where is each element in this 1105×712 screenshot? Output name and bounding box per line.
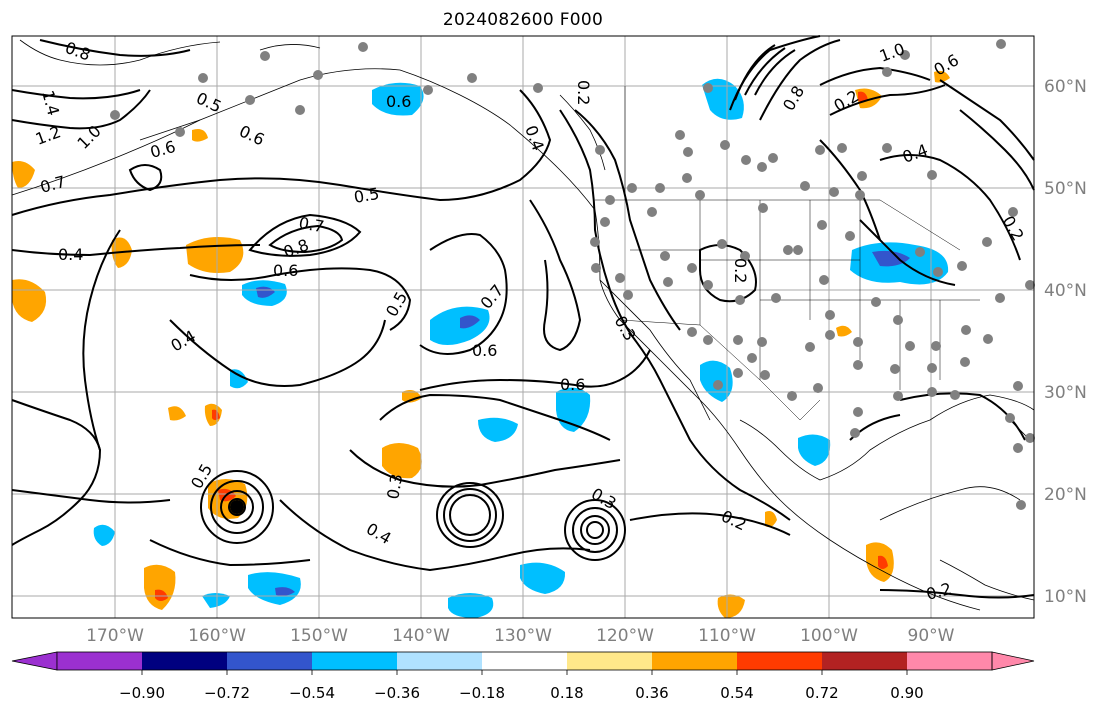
map-panel: 0.8 1.4 1.2 1.0 0.7 0.4 0.5 0.6 0.5 0.7 … (11, 35, 1035, 619)
plot-title: 2024082600 F000 (442, 10, 604, 30)
map-border (11, 35, 1035, 619)
longitude-label: 160°W (188, 626, 246, 646)
colorbar-tick-label: −0.18 (459, 684, 505, 702)
contour-label: 0.4 (58, 245, 83, 264)
colorbar (11, 651, 1035, 675)
latitude-label: 10°N (1044, 587, 1087, 607)
colorbar-tick-label: 0.36 (635, 684, 669, 702)
station-dots (110, 39, 1035, 510)
colorbar-tick-label: 0.72 (805, 684, 839, 702)
longitude-label: 110°W (698, 626, 756, 646)
longitude-label: 170°W (86, 626, 144, 646)
contour-label: 0.6 (273, 261, 298, 280)
contour-label: 0.6 (386, 92, 411, 111)
political-borders (595, 86, 980, 421)
colorbar-tick-label: −0.90 (119, 684, 165, 702)
contour-label: 0.6 (472, 341, 497, 360)
longitude-label: 150°W (290, 626, 348, 646)
longitude-label: 100°W (800, 626, 858, 646)
longitude-label: 120°W (596, 626, 654, 646)
longitude-label: 90°W (907, 626, 955, 646)
contour-label: 0.6 (560, 375, 585, 394)
contour-label: 0.5 (352, 184, 380, 207)
latitude-label: 20°N (1044, 485, 1087, 505)
colorbar-tick-label: 0.90 (890, 684, 924, 702)
colorbar-tick-label: 0.54 (720, 684, 754, 702)
contour-label: 0.3 (383, 472, 406, 500)
latitude-label: 40°N (1044, 281, 1087, 301)
storm-center-marker (230, 500, 244, 514)
contour-label: 0.7 (297, 213, 325, 236)
longitude-label: 130°W (494, 626, 552, 646)
contour-label: 0.2 (731, 258, 750, 283)
colorbar-tick-label: −0.72 (204, 684, 250, 702)
contour-lines (11, 35, 1035, 599)
latitude-label: 30°N (1044, 383, 1087, 403)
colorbar-tick-label: −0.54 (289, 684, 335, 702)
longitude-label: 140°W (392, 626, 450, 646)
colorbar-tick-label: −0.36 (374, 684, 420, 702)
graticule (12, 36, 1034, 618)
contour-label: 0.2 (574, 80, 593, 105)
latitude-label: 60°N (1044, 77, 1087, 97)
colorbar-tick-label: 0.18 (550, 684, 584, 702)
latitude-label: 50°N (1044, 179, 1087, 199)
